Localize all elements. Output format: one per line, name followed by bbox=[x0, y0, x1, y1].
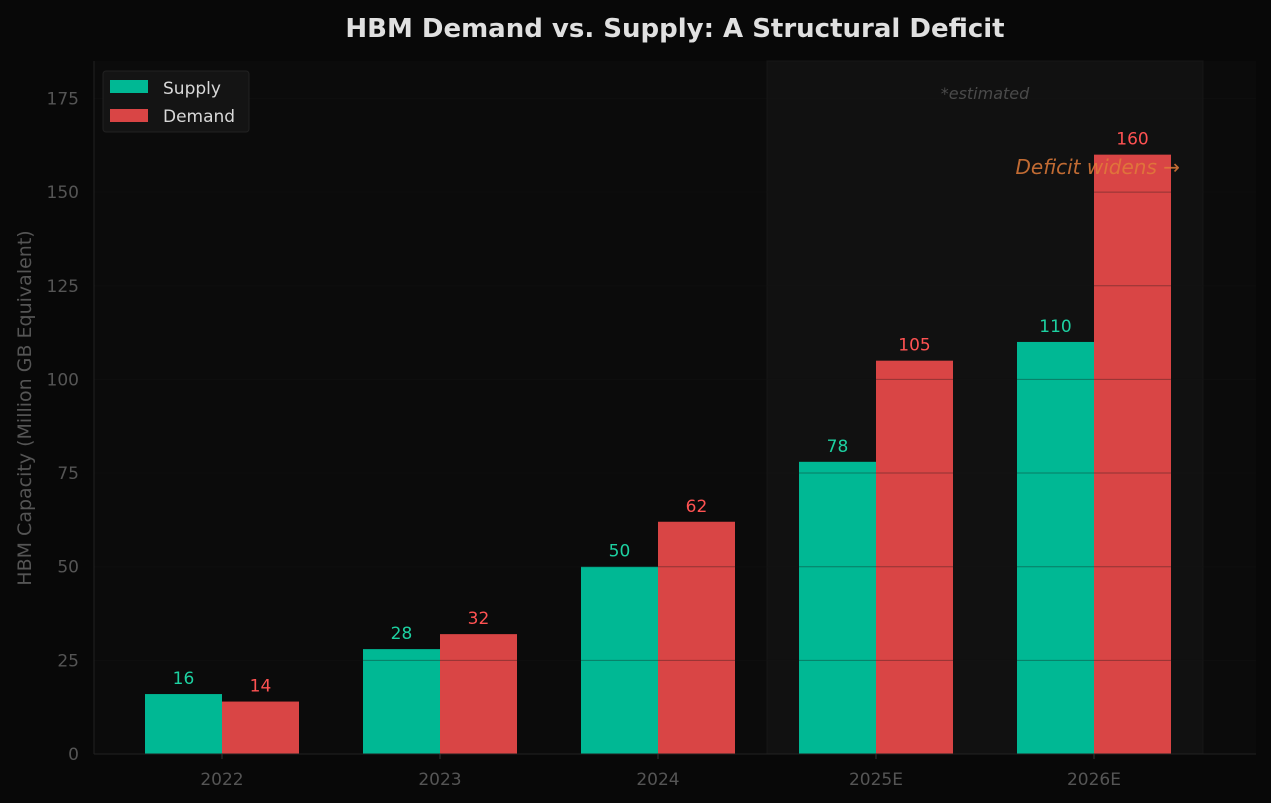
data-label-demand-2022: 14 bbox=[250, 677, 272, 697]
legend: Supply Demand bbox=[102, 70, 250, 133]
x-tick-label: 2023 bbox=[418, 770, 461, 790]
chart-title: HBM Demand vs. Supply: A Structural Defi… bbox=[345, 14, 1004, 44]
bar-supply-2025E bbox=[799, 461, 876, 754]
bar-demand-2026E bbox=[1094, 154, 1171, 754]
y-tick-label: 50 bbox=[57, 558, 79, 578]
data-label-supply-2026E: 110 bbox=[1039, 317, 1071, 337]
y-tick-label: 0 bbox=[68, 745, 79, 765]
y-axis-label: HBM Capacity (Million GB Equivalent) bbox=[14, 230, 36, 585]
data-label-supply-2025E: 78 bbox=[827, 437, 849, 457]
deficit-annotation: Deficit widens → bbox=[1015, 155, 1180, 179]
estimated-note: *estimated bbox=[941, 84, 1030, 103]
bar-demand-2024 bbox=[658, 521, 735, 754]
x-tick-label: 2025E bbox=[849, 770, 903, 790]
data-label-supply-2023: 28 bbox=[391, 624, 413, 644]
data-label-supply-2024: 50 bbox=[609, 542, 631, 562]
y-tick-label: 100 bbox=[47, 370, 79, 390]
data-label-demand-2023: 32 bbox=[468, 609, 490, 629]
y-tick-label: 150 bbox=[47, 183, 79, 203]
bar-supply-2024 bbox=[581, 566, 658, 754]
x-tick-label: 2022 bbox=[200, 770, 243, 790]
y-tick-label: 175 bbox=[47, 89, 79, 109]
legend-swatch-demand bbox=[110, 109, 148, 122]
data-label-demand-2025E: 105 bbox=[898, 336, 930, 356]
y-tick-label: 75 bbox=[57, 464, 79, 484]
x-tick-label: 2024 bbox=[636, 770, 679, 790]
legend-label-demand: Demand bbox=[163, 107, 235, 127]
x-tick-label: 2026E bbox=[1067, 770, 1121, 790]
data-label-supply-2022: 16 bbox=[173, 669, 195, 689]
bar-supply-2022 bbox=[145, 694, 222, 754]
bar-demand-2023 bbox=[440, 634, 517, 754]
bar-supply-2023 bbox=[363, 649, 440, 754]
data-label-demand-2026E: 160 bbox=[1116, 130, 1148, 150]
bar-demand-2022 bbox=[222, 701, 299, 754]
bar-supply-2026E bbox=[1017, 341, 1094, 754]
legend-label-supply: Supply bbox=[163, 79, 221, 99]
data-label-demand-2024: 62 bbox=[686, 497, 708, 517]
bar-demand-2025E bbox=[876, 360, 953, 754]
y-tick-label: 125 bbox=[47, 277, 79, 297]
y-tick-label: 25 bbox=[57, 651, 79, 671]
legend-swatch-supply bbox=[110, 80, 148, 93]
